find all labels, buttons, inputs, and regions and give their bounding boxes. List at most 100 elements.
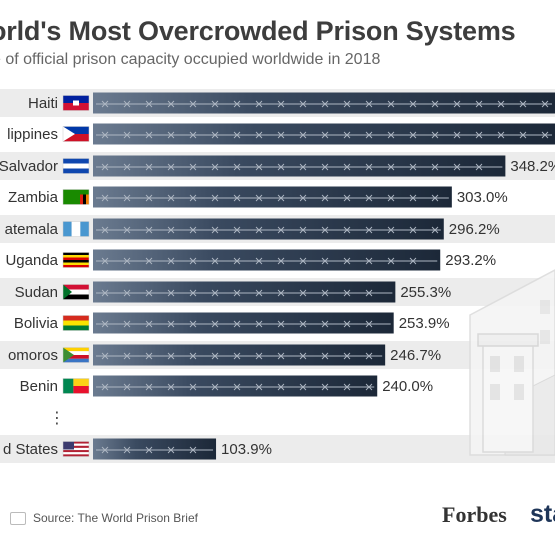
statista-logo: sta — [530, 500, 555, 528]
barb — [277, 131, 285, 139]
bar-row: lippines — [7, 123, 555, 145]
barb — [101, 352, 109, 360]
barb — [431, 131, 439, 139]
barb — [189, 383, 197, 391]
barb — [101, 383, 109, 391]
barb — [299, 100, 307, 108]
barb — [365, 289, 373, 297]
bar — [93, 344, 386, 366]
barb — [145, 100, 153, 108]
barb — [101, 289, 109, 297]
barb — [365, 100, 373, 108]
gap-ellipsis: ⋮ — [49, 408, 65, 427]
barb — [387, 226, 395, 234]
value-label: 296.2% — [449, 221, 500, 238]
barb — [343, 131, 351, 139]
bar-row: Uganda 293.2% — [5, 249, 496, 271]
barb — [123, 226, 131, 234]
barb — [299, 383, 307, 391]
source-note: Source: The World Prison Brief — [33, 511, 198, 525]
barb — [145, 383, 153, 391]
barb — [255, 383, 263, 391]
barb — [321, 320, 329, 328]
barb — [475, 100, 483, 108]
barb — [255, 163, 263, 171]
barb — [145, 257, 153, 265]
barb — [497, 100, 505, 108]
value-label: 293.2% — [445, 252, 496, 269]
barb — [387, 131, 395, 139]
bar — [93, 312, 394, 334]
barb — [189, 320, 197, 328]
barb — [365, 257, 373, 265]
bar-row: Zambia 303.0% — [8, 186, 508, 208]
barb — [123, 446, 131, 454]
barb — [233, 352, 241, 360]
barb — [255, 320, 263, 328]
bolivia-flag — [62, 315, 90, 331]
barb — [277, 289, 285, 297]
barb — [343, 320, 351, 328]
bar — [93, 218, 444, 240]
barb — [409, 100, 417, 108]
barb — [277, 226, 285, 234]
barb — [255, 226, 263, 234]
barb — [387, 100, 395, 108]
barb — [475, 163, 483, 171]
united-states-flag — [62, 441, 90, 457]
barb — [497, 131, 505, 139]
barb — [211, 226, 219, 234]
barb — [365, 352, 373, 360]
barb — [475, 131, 483, 139]
bar-chart: Haiti lippines Salvador 348.2% Zambia 303.0% a… — [0, 89, 555, 463]
barb — [167, 320, 175, 328]
barb — [101, 163, 109, 171]
barb — [233, 100, 241, 108]
barb — [365, 383, 373, 391]
bar-row: Sudan 255.3% — [15, 281, 451, 303]
barb — [299, 163, 307, 171]
barb — [299, 131, 307, 139]
barb — [321, 289, 329, 297]
barb — [167, 131, 175, 139]
category-label: Sudan — [15, 284, 58, 301]
barb — [189, 194, 197, 202]
barb — [343, 100, 351, 108]
barb — [123, 383, 131, 391]
barb — [277, 257, 285, 265]
barb — [255, 100, 263, 108]
barb — [145, 289, 153, 297]
barb — [343, 383, 351, 391]
barb — [211, 163, 219, 171]
barb — [255, 194, 263, 202]
bar — [93, 281, 396, 303]
barb — [189, 163, 197, 171]
barb — [211, 194, 219, 202]
barb — [409, 163, 417, 171]
bar-row: Salvador 348.2% — [0, 155, 555, 177]
barb — [101, 100, 109, 108]
barb — [321, 100, 329, 108]
category-label: lippines — [7, 126, 58, 143]
barb — [431, 194, 439, 202]
license-icon — [10, 512, 26, 525]
haiti-flag — [62, 95, 90, 111]
barb — [321, 226, 329, 234]
barb — [343, 226, 351, 234]
barb — [189, 100, 197, 108]
barb — [211, 320, 219, 328]
barb — [101, 131, 109, 139]
barb — [233, 383, 241, 391]
barb — [299, 226, 307, 234]
barb — [101, 320, 109, 328]
barb — [123, 131, 131, 139]
barb — [233, 163, 241, 171]
category-label: Bolivia — [14, 315, 59, 332]
barb — [123, 289, 131, 297]
barb — [145, 446, 153, 454]
barb — [123, 352, 131, 360]
barb — [233, 257, 241, 265]
chart-subtitle: e of official prison capacity occupied w… — [0, 51, 381, 68]
barb — [409, 257, 417, 265]
barb — [343, 163, 351, 171]
